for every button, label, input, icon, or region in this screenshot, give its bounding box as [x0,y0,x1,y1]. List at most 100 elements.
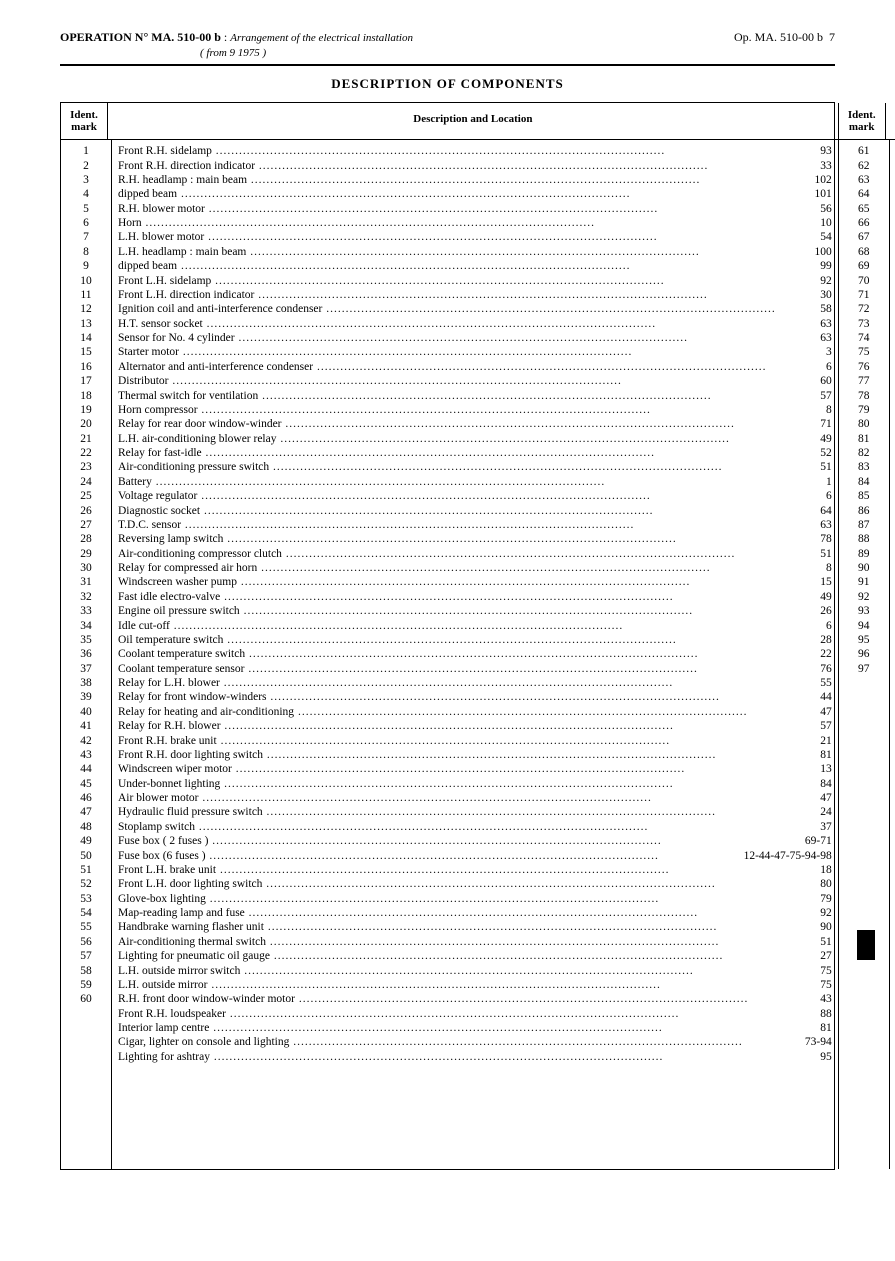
component-description: Engine oil pressure switch [118,604,776,618]
component-row: R.H. headlamp : main beam102 [118,173,832,187]
ident-mark: 64 [843,187,885,201]
component-description: Diagnostic socket [118,504,776,518]
component-location: 51 [776,935,832,949]
component-location: 92 [776,906,832,920]
component-row: Windscreen washer pump15 [118,575,832,589]
component-description: R.H. blower motor [118,202,776,216]
component-description: Alternator and anti-interference condens… [118,360,776,374]
component-description: Front L.H. direction indicator [118,288,776,302]
component-location: 64 [776,504,832,518]
component-description: Voltage regulator [118,489,776,503]
ident-mark: 36 [65,647,107,661]
ident-mark: 89 [843,547,885,561]
component-description: Relay for rear door window-winder [118,417,776,431]
component-row: Relay for compressed air horn8 [118,561,832,575]
ident-mark: 41 [65,719,107,733]
component-location: 79 [776,892,832,906]
component-row: Fuse box (6 fuses )12-44-47-75-94-98 [118,849,832,863]
component-row: Relay for L.H. blower55 [118,676,832,690]
ident-mark: 72 [843,302,885,316]
component-description: Reversing lamp switch [118,532,776,546]
ident-mark: 90 [843,561,885,575]
ident-mark: 51 [65,863,107,877]
ident-mark: 50 [65,849,107,863]
desc-header: Description and Location [886,103,895,139]
component-location: 49 [776,432,832,446]
ident-mark: 23 [65,460,107,474]
component-description: Air-conditioning thermal switch [118,935,776,949]
component-location: 60 [776,374,832,388]
ident-mark: 60 [65,992,107,1006]
component-description: Air-conditioning compressor clutch [118,547,776,561]
component-location: 47 [776,791,832,805]
ident-mark: 66 [843,216,885,230]
left-id-column: 1234567891011121314151617181920212223242… [61,140,112,1169]
ident-mark: 40 [65,705,107,719]
component-row: R.H. front door window-winder motor43 [118,992,832,1006]
right-desc-column: Anti-theft switch3-12-58-75L.H front doo… [890,140,895,1169]
component-row: Front R.H. sidelamp93 [118,144,832,158]
component-description: R.H. headlamp : main beam [118,173,776,187]
component-location: 102 [776,173,832,187]
component-row: Engine oil pressure switch26 [118,604,832,618]
component-row: Relay for R.H. blower57 [118,719,832,733]
component-location: 71 [776,417,832,431]
component-description: Front R.H. loudspeaker [118,1007,776,1021]
component-location: 27 [776,949,832,963]
component-row: Front R.H. brake unit21 [118,734,832,748]
ident-mark: 8 [65,245,107,259]
component-location: 92 [776,274,832,288]
operation-title: Arrangement of the electrical installati… [230,32,413,44]
ident-mark: 9 [65,259,107,273]
component-description: Front L.H. brake unit [118,863,776,877]
left-column-body: 1234567891011121314151617181920212223242… [61,140,838,1169]
component-location: 1 [776,475,832,489]
component-description: Relay for front window-winders [118,690,776,704]
header-left: OPERATION N° MA. 510-00 b : Arrangement … [60,30,413,60]
ident-mark: 5 [65,202,107,216]
ident-mark: 94 [843,619,885,633]
ident-mark: 28 [65,532,107,546]
ident-mark: 32 [65,590,107,604]
component-description: Front R.H. brake unit [118,734,776,748]
component-description: Fuse box ( 2 fuses ) [118,834,776,848]
component-description: Air-conditioning pressure switch [118,460,776,474]
component-row: Lighting for ashtray95 [118,1050,832,1064]
ident-mark: 45 [65,777,107,791]
ident-mark: 91 [843,575,885,589]
component-description: Coolant temperature sensor [118,662,776,676]
component-description: Horn compressor [118,403,776,417]
right-column: Ident. mark Description and Location 616… [839,103,895,1169]
ident-mark: 42 [65,734,107,748]
left-column-header: Ident. mark Description and Location [61,103,838,140]
ident-mark: 4 [65,187,107,201]
ident-mark: 14 [65,331,107,345]
component-location: 37 [776,820,832,834]
component-row: Relay for rear door window-winder71 [118,417,832,431]
component-row: Horn10 [118,216,832,230]
component-description: Front R.H. sidelamp [118,144,776,158]
component-location: 28 [776,633,832,647]
ident-mark: 27 [65,518,107,532]
component-row: Hydraulic fluid pressure switch24 [118,805,832,819]
component-location: 90 [776,920,832,934]
component-location: 51 [776,547,832,561]
ident-mark: 19 [65,403,107,417]
component-location: 22 [776,647,832,661]
component-row: Starter motor3 [118,345,832,359]
component-row: Front R.H. loudspeaker88 [118,1007,832,1021]
ident-mark: 82 [843,446,885,460]
ident-mark: 93 [843,604,885,618]
ident-mark: 2 [65,159,107,173]
component-row: L.H. outside mirror switch75 [118,964,832,978]
ident-mark: 85 [843,489,885,503]
ident-mark: 61 [843,144,885,158]
component-description: Cigar, lighter on console and lighting [118,1035,776,1049]
component-row: dipped beam99 [118,259,832,273]
component-row: Reversing lamp switch78 [118,532,832,546]
ident-mark: 62 [843,159,885,173]
ident-mark: 87 [843,518,885,532]
ident-mark: 25 [65,489,107,503]
ident-mark: 24 [65,475,107,489]
component-row: Air-conditioning thermal switch51 [118,935,832,949]
